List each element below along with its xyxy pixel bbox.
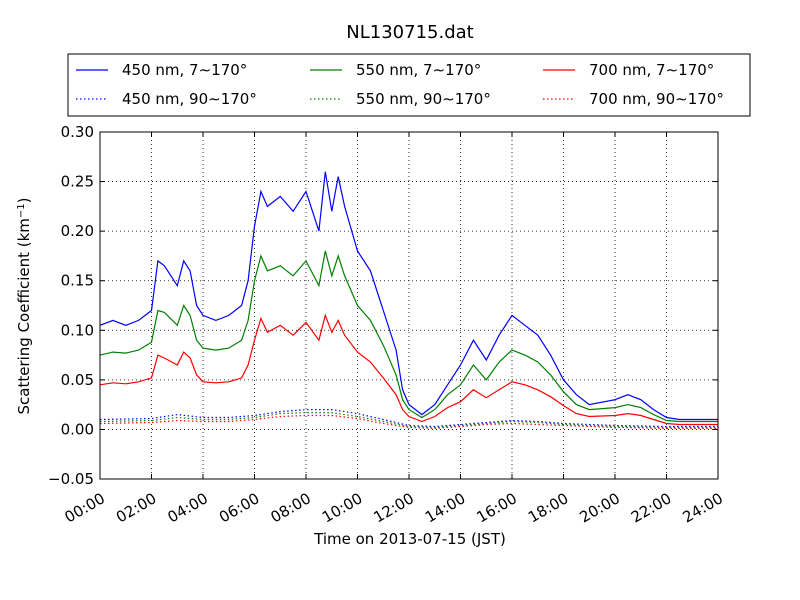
x-tick-labels: 00:00 02:00 04:00 06:00 08:00 10:00 12:00 14:00… bbox=[62, 489, 726, 526]
legend-box bbox=[67, 53, 751, 117]
series-line-700-nm-7-170 bbox=[100, 313, 718, 426]
y-tick-label: −0.05 bbox=[48, 470, 94, 488]
legend-label: 700 nm, 7∼170° bbox=[589, 61, 714, 79]
series-line-550-nm-7-170 bbox=[100, 250, 718, 423]
x-axis-label: Time on 2013-07-15 (JST) bbox=[313, 530, 506, 548]
y-tick-label: 0.00 bbox=[61, 420, 94, 438]
y-axis-label: Scattering Coefficient (km−1) bbox=[15, 197, 33, 414]
x-tick-label: 00:00 bbox=[62, 489, 108, 526]
y-axis-label-unit-exponent: −1 bbox=[16, 203, 27, 218]
series-line-450-nm-7-170 bbox=[100, 171, 718, 421]
axis-ticks bbox=[99, 131, 719, 480]
x-tick-label: 02:00 bbox=[113, 489, 159, 526]
legend-label: 450 nm, 90∼170° bbox=[122, 90, 257, 108]
x-tick-label: 24:00 bbox=[680, 489, 726, 526]
y-tick-label: 0.15 bbox=[61, 272, 94, 290]
x-tick-label: 12:00 bbox=[371, 489, 417, 526]
series-line-550-nm-90-170 bbox=[100, 412, 718, 429]
legend-label: 550 nm, 7∼170° bbox=[356, 61, 481, 79]
x-tick-label: 18:00 bbox=[525, 489, 571, 526]
series-line-700-nm-90-170 bbox=[100, 414, 718, 430]
x-tick-label: 06:00 bbox=[216, 489, 262, 526]
y-tick-label: 0.10 bbox=[61, 321, 94, 339]
x-tick-label: 04:00 bbox=[165, 489, 211, 526]
x-tick-label: 22:00 bbox=[628, 489, 674, 526]
y-axis-label-main: Scattering Coefficient (km bbox=[15, 218, 33, 414]
y-tick-label: 0.05 bbox=[61, 371, 94, 389]
series-group bbox=[100, 171, 718, 430]
x-tick-label: 08:00 bbox=[268, 489, 314, 526]
legend-label: 700 nm, 90∼170° bbox=[589, 90, 724, 108]
legend-label: 450 nm, 7∼170° bbox=[122, 61, 247, 79]
series-line-450-nm-90-170 bbox=[100, 409, 718, 428]
chart-title: NL130715.dat bbox=[346, 22, 473, 43]
x-tick-label: 20:00 bbox=[577, 489, 623, 526]
grid bbox=[100, 132, 718, 479]
x-tick-label: 14:00 bbox=[422, 489, 468, 526]
x-tick-label: 16:00 bbox=[474, 489, 520, 526]
y-tick-labels: −0.05 0.00 0.05 0.10 0.15 0.20 0.25 0.30 bbox=[48, 123, 94, 488]
y-tick-label: 0.30 bbox=[61, 123, 94, 141]
y-tick-label: 0.20 bbox=[61, 222, 94, 240]
legend: 450 nm, 7∼170° 550 nm, 7∼170° 700 nm, 7∼17… bbox=[67, 53, 751, 117]
legend-label: 550 nm, 90∼170° bbox=[356, 90, 491, 108]
y-axis-label-close: ) bbox=[15, 197, 33, 203]
y-tick-label: 0.25 bbox=[61, 173, 94, 191]
x-tick-label: 10:00 bbox=[319, 489, 365, 526]
